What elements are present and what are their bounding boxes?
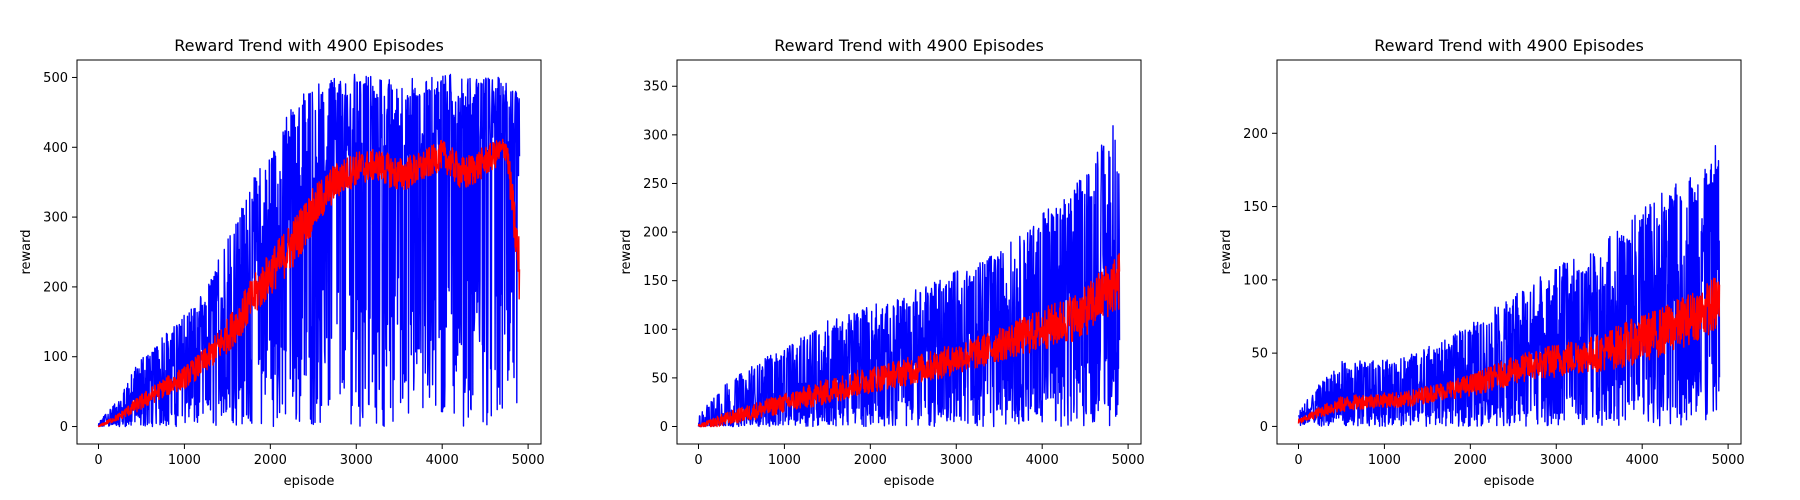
plot-area: 0 1000 2000 3000 4000 5000 0 100 200 300 400 500 bbox=[43, 59, 545, 468]
plot-area: 0 1000 2000 3000 4000 5000 0 50 100 150 200 bbox=[1243, 59, 1745, 468]
x-tick-label: 5000 bbox=[1712, 453, 1745, 468]
y-tick-label: 50 bbox=[1251, 347, 1268, 362]
y-ticks: 0 50 100 150 200 250 300 350 bbox=[643, 80, 677, 435]
x-tick-label: 4000 bbox=[1026, 453, 1059, 468]
x-tick-label: 3000 bbox=[1540, 453, 1573, 468]
y-tick-label: 250 bbox=[643, 177, 668, 192]
y-tick-label: 300 bbox=[43, 211, 68, 226]
y-tick-label: 400 bbox=[43, 141, 68, 156]
y-tick-label: 300 bbox=[643, 128, 668, 143]
x-axis-label: episode bbox=[884, 474, 935, 489]
x-tick-label: 0 bbox=[1294, 453, 1302, 468]
x-tick-label: 2000 bbox=[854, 453, 887, 468]
y-tick-label: 200 bbox=[43, 280, 68, 295]
x-tick-label: 0 bbox=[94, 453, 102, 468]
x-tick-label: 3000 bbox=[340, 453, 373, 468]
y-tick-label: 0 bbox=[660, 420, 668, 435]
y-tick-label: 50 bbox=[651, 371, 668, 386]
x-ticks: 0 1000 2000 3000 4000 5000 bbox=[1294, 444, 1745, 468]
plot-area: 0 1000 2000 3000 4000 5000 0 50 100 150 200 250 300… bbox=[643, 59, 1145, 468]
x-tick-label: 2000 bbox=[254, 453, 287, 468]
subplot-3: 0 1000 2000 3000 4000 5000 0 50 100 150 200 Rewar… bbox=[1219, 36, 1745, 489]
subplot-2: 0 1000 2000 3000 4000 5000 0 50 100 150 200 250 300… bbox=[619, 36, 1145, 489]
x-tick-label: 2000 bbox=[1454, 453, 1487, 468]
chart-title: Reward Trend with 4900 Episodes bbox=[174, 36, 444, 55]
chart-title: Reward Trend with 4900 Episodes bbox=[1374, 36, 1644, 55]
y-tick-label: 100 bbox=[43, 350, 68, 365]
axes-frame bbox=[676, 59, 1142, 445]
x-tick-label: 5000 bbox=[1112, 453, 1145, 468]
y-tick-label: 200 bbox=[643, 226, 668, 241]
x-tick-label: 4000 bbox=[1626, 453, 1659, 468]
y-tick-label: 0 bbox=[1260, 420, 1268, 435]
x-tick-label: 1000 bbox=[168, 453, 201, 468]
axes-frame bbox=[76, 59, 542, 445]
y-tick-label: 100 bbox=[1243, 273, 1268, 288]
x-tick-label: 1000 bbox=[1368, 453, 1401, 468]
axes-frame bbox=[1276, 59, 1742, 445]
raw-reward-series bbox=[697, 125, 1121, 428]
y-axis-label: reward bbox=[1219, 229, 1234, 274]
x-tick-label: 5000 bbox=[512, 453, 545, 468]
x-axis-label: episode bbox=[1484, 474, 1535, 489]
y-ticks: 0 100 200 300 400 500 bbox=[43, 71, 77, 435]
x-tick-label: 0 bbox=[694, 453, 702, 468]
y-tick-label: 150 bbox=[643, 274, 668, 289]
subplot-1: 0 1000 2000 3000 4000 5000 0 100 200 300 400 500 R… bbox=[19, 36, 545, 489]
chart-title: Reward Trend with 4900 Episodes bbox=[774, 36, 1044, 55]
x-ticks: 0 1000 2000 3000 4000 5000 bbox=[94, 444, 545, 468]
smoothed-reward-series bbox=[97, 138, 521, 428]
y-tick-label: 500 bbox=[43, 71, 68, 86]
y-tick-label: 350 bbox=[643, 80, 668, 95]
series-layer bbox=[697, 125, 1121, 428]
y-tick-label: 200 bbox=[1243, 127, 1268, 142]
smoothed-reward-series bbox=[697, 253, 1121, 428]
series-layer bbox=[97, 73, 521, 428]
y-tick-label: 150 bbox=[1243, 200, 1268, 215]
y-tick-label: 100 bbox=[643, 323, 668, 338]
x-tick-label: 3000 bbox=[940, 453, 973, 468]
x-tick-label: 1000 bbox=[768, 453, 801, 468]
y-ticks: 0 50 100 150 200 bbox=[1243, 127, 1277, 435]
y-tick-label: 0 bbox=[60, 420, 68, 435]
y-axis-label: reward bbox=[619, 229, 634, 274]
y-axis-label: reward bbox=[19, 229, 34, 274]
x-axis-label: episode bbox=[284, 474, 335, 489]
x-ticks: 0 1000 2000 3000 4000 5000 bbox=[694, 444, 1145, 468]
x-tick-label: 4000 bbox=[426, 453, 459, 468]
smoothed-reward-series bbox=[1297, 277, 1721, 424]
series-layer bbox=[1297, 145, 1721, 427]
